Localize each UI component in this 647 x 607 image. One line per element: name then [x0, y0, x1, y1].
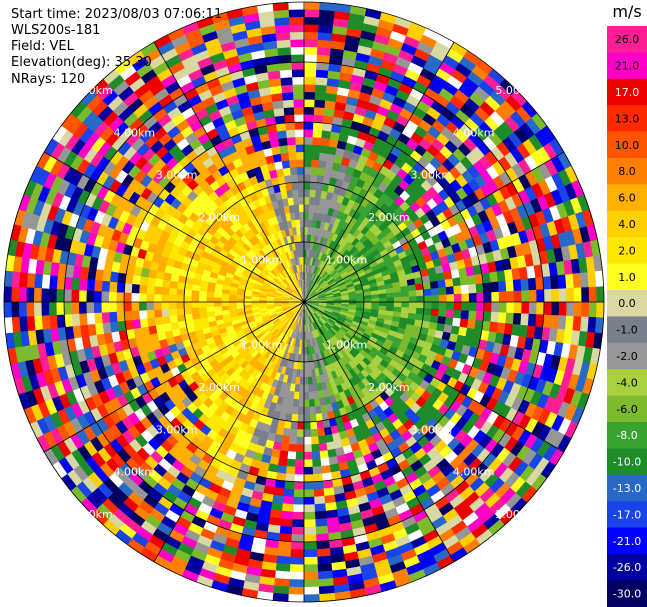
start-time-label: Start time: 2023/08/03 07:06:11: [11, 7, 223, 22]
azimuth-spoke: [303, 301, 455, 563]
range-ring-label: 1.00km: [241, 338, 283, 351]
colorbar-tick-label: 1.0: [618, 271, 636, 284]
colorbar-tick-label: 8.0: [618, 165, 636, 178]
colorbar-cell: [607, 369, 647, 397]
nrays-label: NRays: 120: [11, 72, 86, 87]
colorbar-cell: [607, 395, 647, 423]
colorbar-tick-label: -21.0: [613, 535, 641, 548]
colorbar-tick-label: -8.0: [616, 429, 637, 442]
colorbar-tick-label: 10.0: [615, 139, 640, 152]
colorbar-tick-label: -17.0: [613, 508, 641, 521]
colorbar-title: m/s: [612, 2, 641, 21]
range-ring-labels: 1.00km 1.00km 1.00km 1.00km 2.00km 2.00km 2.00…: [71, 84, 537, 521]
colorbar-cell: [607, 237, 647, 265]
colorbar-tick-label: 26.0: [615, 33, 640, 46]
range-ring-label: 1.00km: [241, 254, 283, 267]
range-ring-label: 1.00km: [326, 254, 368, 267]
colorbar-tick-label: -26.0: [613, 561, 641, 574]
colorbar-cell: [607, 554, 647, 581]
colorbar-cell: [607, 158, 647, 185]
colorbar-cell: [607, 527, 647, 555]
elevation-label: Elevation(deg): 35.30: [11, 55, 152, 70]
colorbar-cell: [607, 210, 647, 238]
range-ring-label: 2.00km: [368, 381, 410, 394]
colorbar-cell: [607, 52, 647, 80]
colorbar-tick-label: 2.0: [618, 244, 636, 257]
azimuth-spoke: [303, 41, 455, 303]
colorbar-cell: [607, 263, 647, 291]
colorbar-tick-label: 6.0: [618, 192, 636, 205]
colorbar-tick-label: 4.0: [618, 218, 636, 231]
colorbar-cell: [607, 184, 647, 212]
range-ring-label: 5.00km: [71, 84, 113, 97]
range-ring-label: 5.00km: [495, 84, 537, 97]
colorbar-tick-label: -10.0: [613, 456, 641, 469]
colorbar-cell: [607, 580, 647, 607]
range-ring-label: 5.00km: [495, 508, 537, 521]
range-ring-label: 4.00km: [453, 466, 495, 479]
range-ring-label: 2.00km: [198, 211, 240, 224]
azimuth-spoke: [43, 301, 305, 453]
range-ring-label: 4.00km: [114, 126, 156, 139]
range-ring-label: 4.00km: [453, 126, 495, 139]
range-ring-label: 4.00km: [114, 466, 156, 479]
azimuth-spoke: [303, 301, 565, 453]
instrument-label: WLS200s-181: [11, 23, 101, 38]
colorbar-tick-label: -30.0: [613, 588, 641, 601]
range-ring-label: 2.00km: [198, 381, 240, 394]
colorbar-tick-label: -13.0: [613, 482, 641, 495]
colorbar-cell: [607, 290, 647, 317]
colorbar-cell: [607, 105, 647, 133]
range-ring-label: 3.00km: [156, 423, 198, 436]
range-ring-label: 2.00km: [368, 211, 410, 224]
colorbar-cells: [607, 26, 647, 607]
colorbar-tick-label: 17.0: [615, 86, 640, 99]
colorbar-tick-label: -1.0: [616, 324, 637, 337]
colorbar-cell: [607, 501, 647, 529]
range-ring-label: 3.00km: [410, 423, 452, 436]
colorbar-tick-label: 21.0: [615, 60, 640, 73]
azimuth-spokes: [4, 2, 604, 602]
colorbar-cell: [607, 474, 647, 502]
range-ring-label: 3.00km: [410, 169, 452, 182]
field-label: Field: VEL: [11, 39, 74, 54]
range-ring-label: 3.00km: [156, 169, 198, 182]
colorbar-ticks: 26.0 21.0 17.0 13.0 10.0 8.0 6.0 4.0 2.0 1.0 0.0 -1…: [613, 33, 641, 600]
colorbar-cell: [607, 131, 647, 159]
colorbar-cell: [607, 316, 647, 344]
colorbar-tick-label: 0.0: [618, 297, 636, 310]
colorbar-cell: [607, 448, 647, 476]
azimuth-spoke: [43, 151, 305, 303]
azimuth-spoke: [303, 151, 565, 303]
colorbar-tick-label: -4.0: [616, 376, 637, 389]
azimuth-spoke: [153, 41, 305, 303]
colorbar-cell: [607, 26, 647, 53]
range-ring-label: 1.00km: [326, 338, 368, 351]
colorbar-tick-label: -2.0: [616, 350, 637, 363]
range-ring-label: 5.00km: [71, 508, 113, 521]
colorbar-cell: [607, 422, 647, 449]
colorbar-tick-label: -6.0: [616, 403, 637, 416]
azimuth-spoke: [153, 301, 305, 563]
colorbar-cell: [607, 78, 647, 106]
colorbar-cell: [607, 342, 647, 370]
colorbar-tick-label: 13.0: [615, 112, 640, 125]
